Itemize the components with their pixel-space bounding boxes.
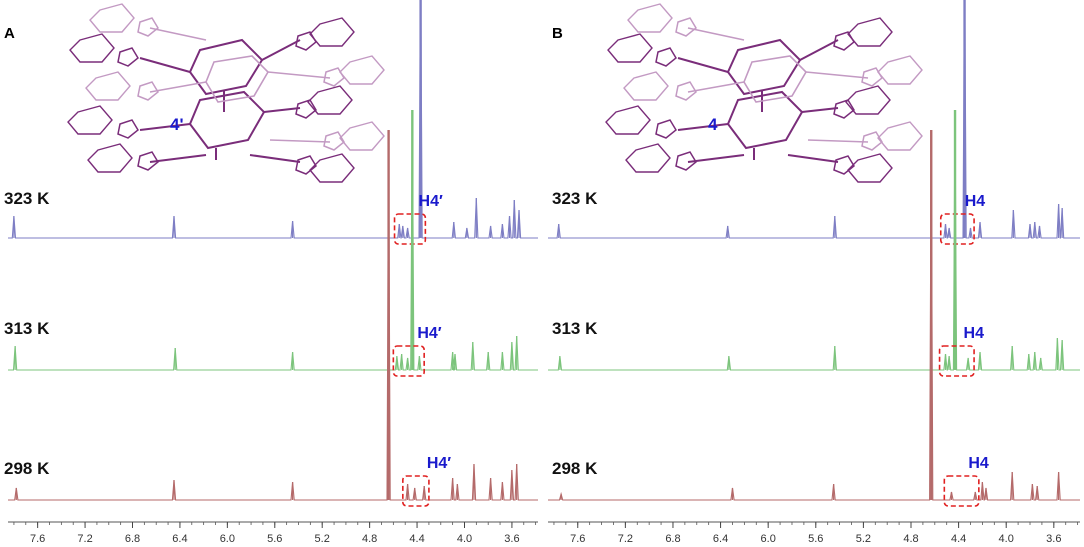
x-tick-label: 4.0 [999,533,1014,545]
molecule-structure: 4' [67,3,385,183]
highlight-box [939,213,975,245]
x-tick-label: 3.6 [504,533,519,545]
x-tick-label: 7.2 [618,533,633,545]
peak-assignment-label: H4 [964,325,985,342]
spectrum-series: 313 K H4 [548,109,1080,377]
x-tick-label: 6.0 [761,533,776,545]
temperature-label: 323 K [4,189,50,208]
molecule-structure: 4 [605,3,923,183]
x-tick-label: 7.6 [570,533,585,545]
temperature-label: 313 K [552,319,598,338]
x-tick-label: 6.0 [220,533,235,545]
x-tick-label: 4.4 [409,533,424,545]
pillararene-back-ring [687,27,869,143]
spectrum-line [548,109,1080,371]
spectrum-line [548,129,1080,501]
temperature-label: 298 K [552,459,598,478]
highlight-box [943,475,980,507]
spectrum-series: 298 K H4 [548,129,1080,507]
x-tick-label: 7.6 [30,533,45,545]
peak-assignment-label: H4′ [427,455,451,472]
x-tick-label: 5.6 [267,533,282,545]
x-tick-label: 5.2 [315,533,330,545]
highlight-box [393,213,427,245]
compound-label: 4' [170,115,184,134]
highlight-box [938,345,975,377]
triazole-groups [117,17,345,175]
temperature-label: 323 K [552,189,598,208]
sugar-rings [605,3,923,183]
x-tick-label: 4.4 [951,533,966,545]
panel-label: B [552,25,563,42]
panel-a: A [4,0,538,545]
highlight-box [402,475,430,507]
peak-assignment-label: H4 [968,455,989,472]
spectrum-series: 298 K H4′ [4,129,538,507]
x-tick-label: 7.2 [77,533,92,545]
spectrum-line [548,0,1080,239]
pillararene-back-ring [149,27,331,143]
pillararene-core [139,38,301,163]
highlight-box [392,345,425,377]
peak-assignment-label: H4′ [417,325,441,342]
x-tick-label: 4.0 [457,533,472,545]
x-tick-label: 6.8 [125,533,140,545]
x-tick-label: 6.8 [665,533,680,545]
x-axis: 7.6 7.2 6.8 6.4 6.0 5.6 5.2 4.8 4.4 4.0 3.6 [548,521,1080,545]
x-tick-label: 3.6 [1046,533,1061,545]
x-tick-label: 5.2 [856,533,871,545]
x-tick-label: 4.8 [903,533,918,545]
temperature-label: 298 K [4,459,50,478]
panel-label: A [4,25,15,42]
pillararene-core [677,38,839,163]
spectrum-line [8,109,538,371]
x-tick-label: 5.6 [808,533,823,545]
spectra: 323 K H4 313 K H4 298 K H4 [548,0,1080,507]
spectrum-line [8,129,538,501]
sugar-rings [67,3,385,183]
spectrum-series: 323 K H4′ [4,0,538,245]
temperature-label: 313 K [4,319,50,338]
x-tick-label: 6.4 [713,533,728,545]
triazole-groups [655,17,883,175]
spectrum-series: 313 K H4′ [4,109,538,377]
compound-label: 4 [708,115,718,134]
spectrum-series: 323 K H4 [548,0,1080,245]
spectra: 323 K H4′ 313 K H4′ 298 K H4′ [4,0,538,507]
x-tick-label: 4.8 [362,533,377,545]
peak-assignment-label: H4′ [419,193,443,210]
x-tick-label: 6.4 [172,533,187,545]
panel-b: B [548,0,1080,545]
x-axis: 7.6 7.2 6.8 6.4 6.0 5.6 5.2 4.8 4.4 4.0 3.6 [8,521,538,545]
peak-assignment-label: H4 [965,193,986,210]
spectrum-line [8,0,538,239]
